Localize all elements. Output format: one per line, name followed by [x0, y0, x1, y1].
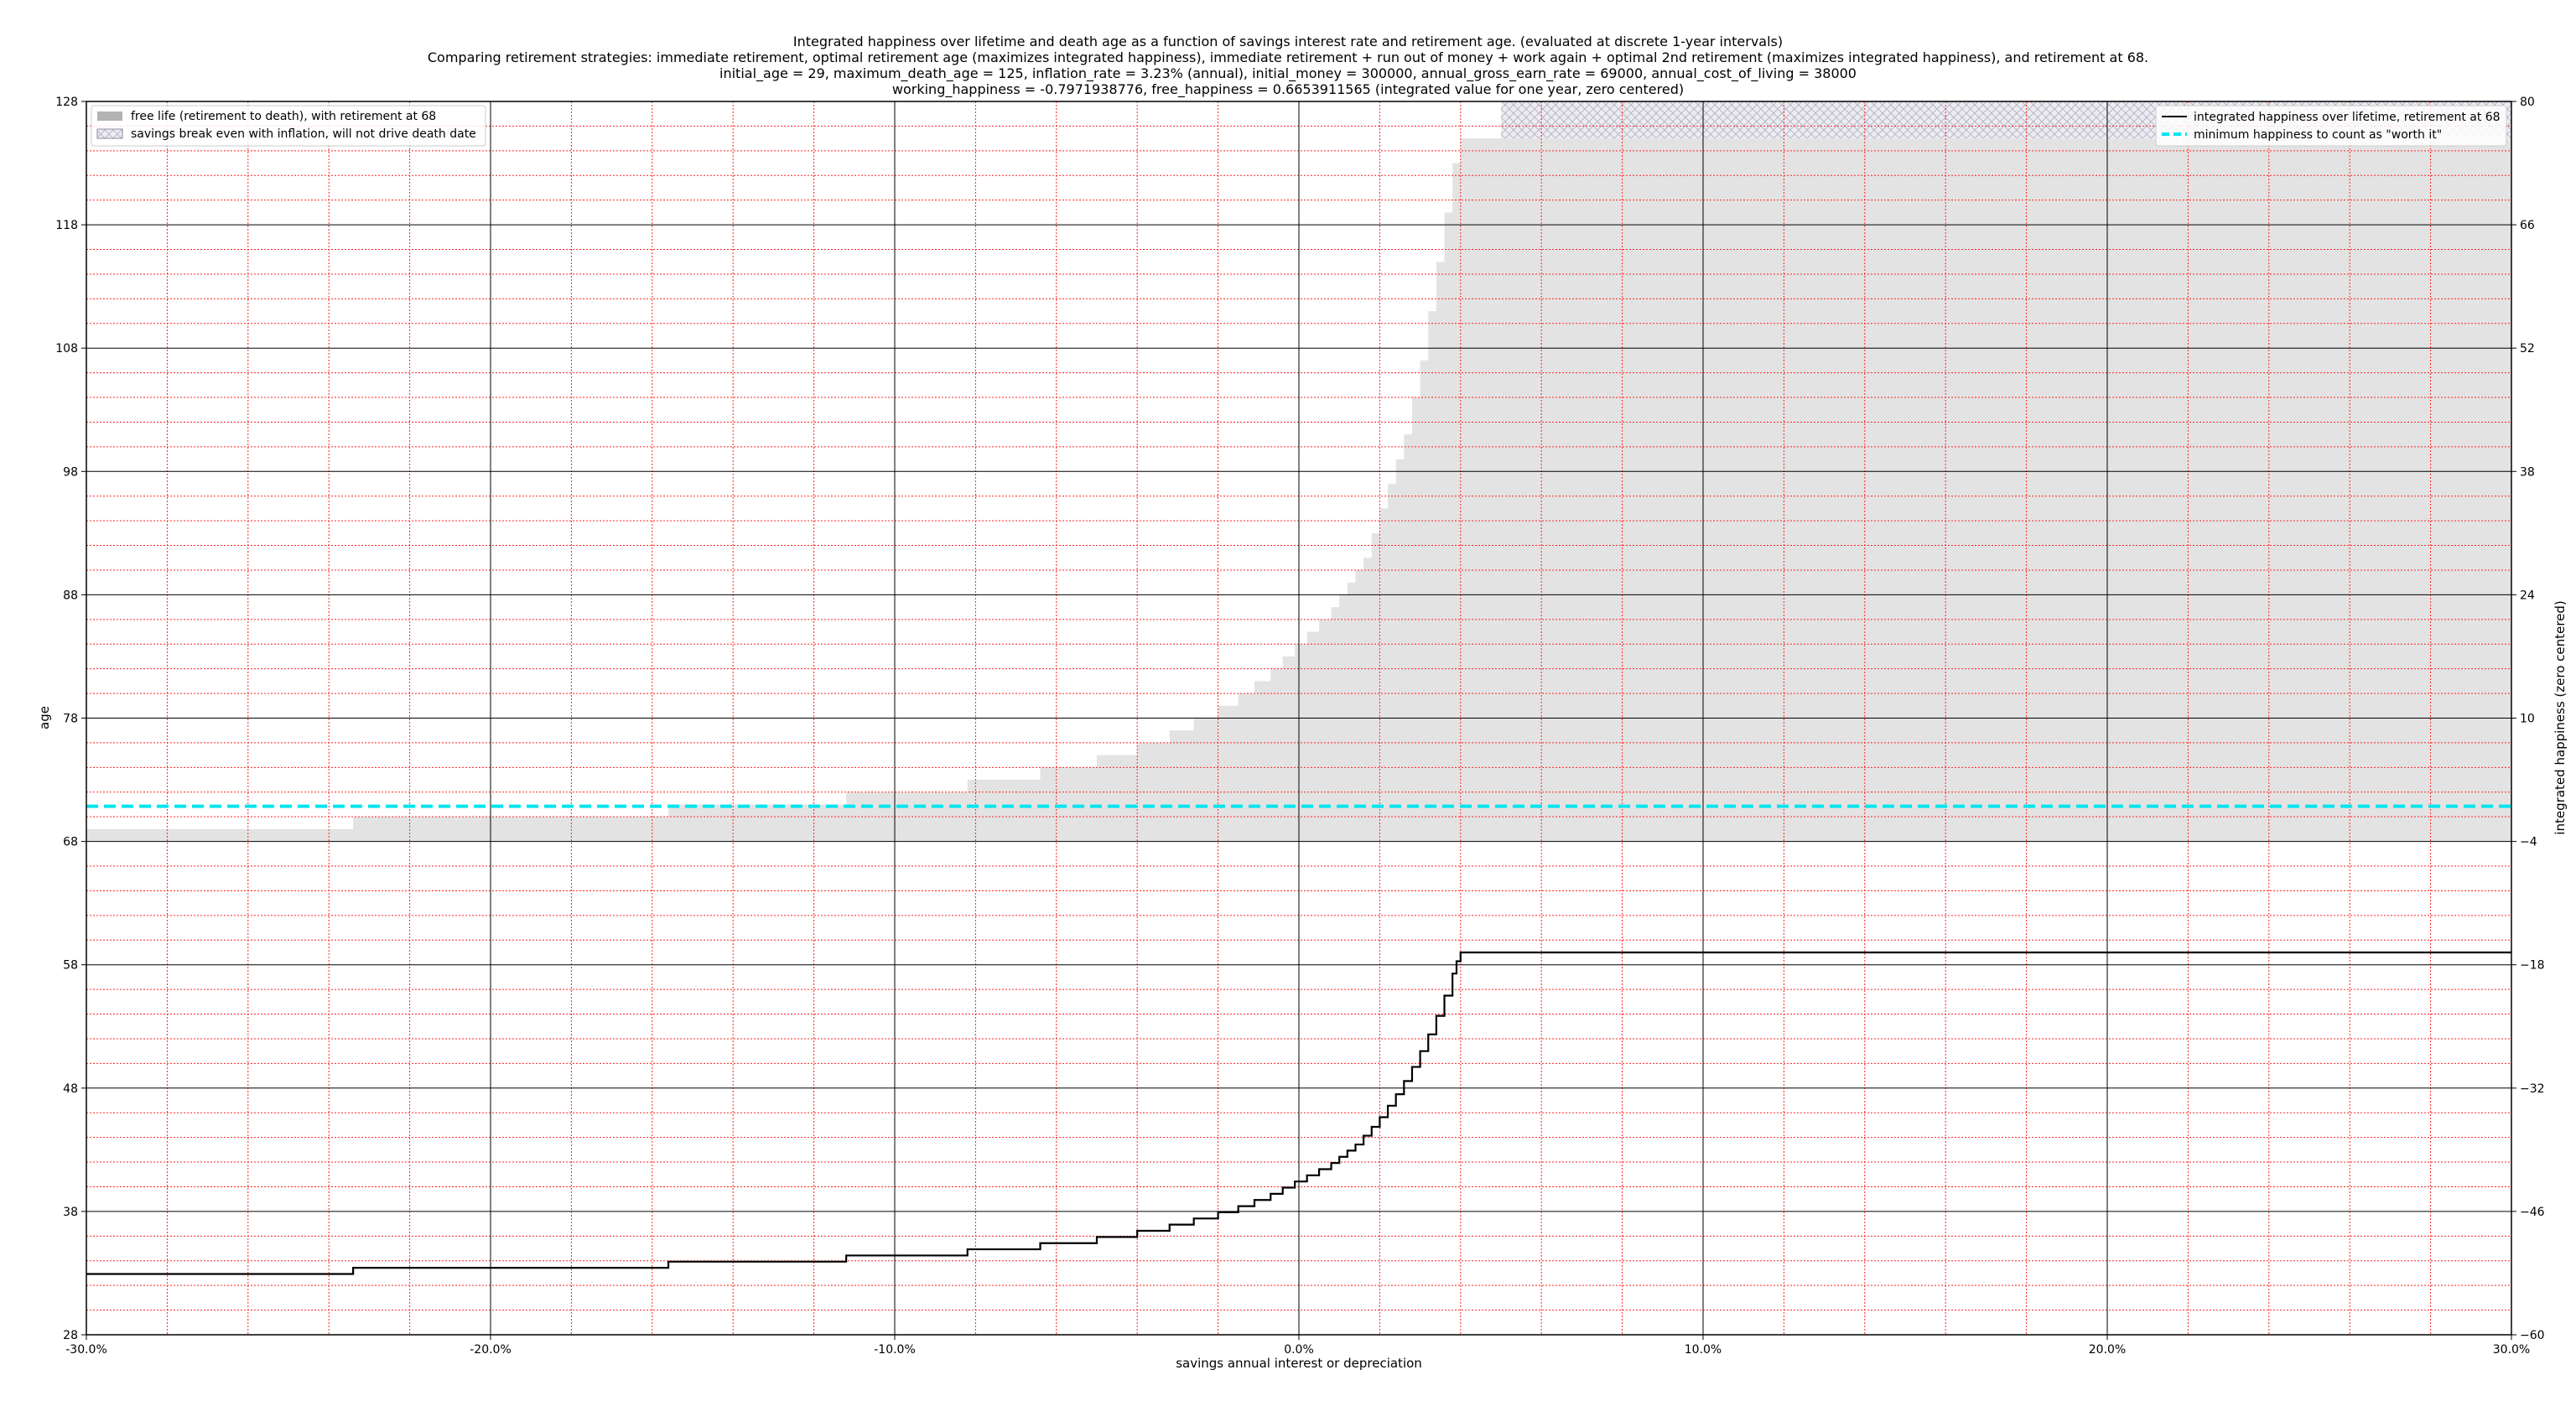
left-y-tick-label: 98 [63, 465, 78, 479]
legend-left: free life (retirement to death), with re… [91, 105, 486, 147]
title-line-3: initial_age = 29, maximum_death_age = 12… [719, 65, 1857, 81]
right-y-tick-label: 66 [2520, 219, 2535, 232]
right-y-tick-label: 52 [2520, 342, 2535, 355]
right-y-tick-label: 24 [2520, 589, 2535, 602]
left-y-tick-label: 78 [63, 713, 78, 726]
left-y-tick-label: 108 [55, 342, 78, 355]
x-tick-label: 10.0% [1685, 1343, 1722, 1357]
left-y-tick-label: 128 [55, 96, 78, 109]
left-y-tick-label: 28 [63, 1329, 78, 1342]
x-tick-label: -20.0% [470, 1343, 512, 1357]
legend-right: integrated happiness over lifetime, reti… [2155, 105, 2507, 147]
x-tick-label: 20.0% [2089, 1343, 2126, 1357]
title-line-2: Comparing retirement strategies: immedia… [427, 49, 2149, 65]
right-y-tick-label: −60 [2520, 1329, 2545, 1342]
left-y-tick-label: 88 [63, 589, 78, 602]
right-y-tick-label: 10 [2520, 713, 2535, 726]
x-axis-label: savings annual interest or depreciation [1176, 1356, 1422, 1371]
title-line-4: working_happiness = -0.7971938776, free_… [891, 81, 1685, 97]
title-line-1: Integrated happiness over lifetime and d… [792, 34, 1784, 49]
right-y-axis-label: integrated happiness (zero centered) [2553, 600, 2568, 834]
legend-label-threshold: minimum happiness to count as "worth it" [2194, 128, 2442, 142]
happiness-line [86, 951, 2511, 1275]
right-y-tick-label: 38 [2520, 465, 2535, 479]
right-y-tick-label: −32 [2520, 1082, 2545, 1096]
left-y-axis-ticks: 28 38 48 58 68 78 88 98 108 118 128 [55, 96, 86, 1342]
legend-label-happiness-line: integrated happiness over lifetime, reti… [2194, 111, 2501, 124]
right-y-tick-label: −18 [2520, 959, 2545, 973]
chart-title: Integrated happiness over lifetime and d… [0, 34, 2576, 97]
happiness-line-layer [86, 804, 2511, 1275]
left-y-tick-label: 118 [55, 219, 78, 232]
x-tick-label: -30.0% [65, 1343, 107, 1357]
free-life-area [86, 138, 2511, 842]
right-y-tick-label: 80 [2520, 96, 2535, 109]
left-y-tick-label: 58 [63, 959, 78, 973]
x-tick-label: 0.0% [1284, 1343, 1314, 1357]
left-y-tick-label: 68 [63, 836, 78, 849]
right-y-tick-label: −46 [2520, 1206, 2545, 1219]
x-axis-ticks: -30.0% -20.0% -10.0% 0.0% 10.0% 20.0% 30.0% [65, 1335, 2530, 1357]
legend-label-break-even: savings break even with inflation, will … [131, 127, 476, 141]
right-y-tick-label: −4 [2520, 836, 2537, 849]
legend-label-free-life: free life (retirement to death), with re… [131, 110, 436, 123]
x-tick-label: -10.0% [874, 1343, 916, 1357]
right-y-axis-ticks: −60 −46 −32 −18 −4 10 24 38 52 66 80 [2511, 96, 2545, 1342]
x-tick-label: 30.0% [2493, 1343, 2530, 1357]
left-y-tick-label: 38 [63, 1206, 78, 1219]
left-y-tick-label: 48 [63, 1082, 78, 1096]
legend-swatch-free-life [97, 112, 122, 121]
legend-swatch-break-even [96, 128, 123, 139]
left-y-axis-label: age [37, 706, 52, 729]
